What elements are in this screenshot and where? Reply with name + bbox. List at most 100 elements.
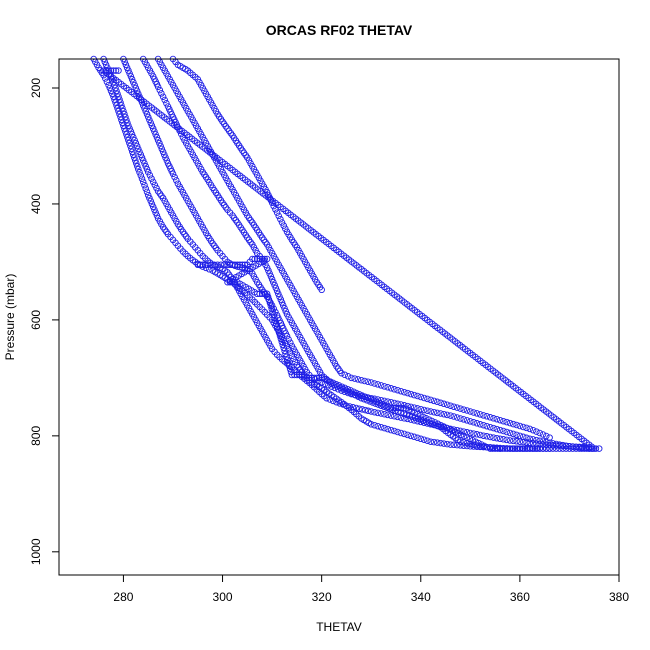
data-point [161, 151, 168, 158]
data-point [283, 353, 290, 361]
data-point [152, 209, 159, 216]
data-point [275, 290, 282, 298]
data-point [576, 445, 583, 452]
data-point [276, 293, 283, 300]
data-point [102, 75, 109, 82]
data-point [122, 113, 129, 121]
data-point [422, 415, 430, 422]
data-point [281, 347, 288, 355]
data-point [490, 434, 497, 441]
data-point [500, 436, 507, 443]
data-point [417, 435, 425, 443]
data-point [144, 191, 152, 199]
data-point [499, 445, 506, 452]
data-point [115, 93, 122, 100]
data-point [338, 383, 346, 390]
data-point [214, 261, 221, 269]
data-point [272, 284, 280, 292]
data-point [453, 404, 461, 411]
data-point [490, 415, 497, 422]
data-point [158, 145, 166, 153]
data-point [440, 410, 448, 418]
data-point [486, 433, 494, 441]
data-point [552, 445, 560, 452]
data-point [457, 405, 464, 412]
data-point [132, 139, 140, 147]
data-point [430, 408, 438, 416]
data-point [133, 160, 140, 167]
data-point [434, 398, 441, 406]
data-point [341, 384, 349, 392]
data-point [241, 261, 249, 269]
data-point [149, 178, 157, 186]
data-point [408, 408, 415, 415]
data-point [125, 122, 132, 129]
data-point [480, 412, 487, 419]
data-point [272, 317, 279, 325]
data-point [480, 421, 487, 429]
data-point [287, 349, 294, 356]
x-tick-label: 360 [510, 590, 530, 604]
data-point [501, 445, 509, 452]
data-point [142, 163, 149, 170]
data-point [287, 339, 294, 346]
data-point [224, 261, 231, 269]
data-point [356, 405, 363, 412]
data-point [424, 395, 431, 403]
data-point [377, 410, 385, 417]
data-point [476, 443, 484, 450]
data-point [271, 281, 278, 289]
chart-title: ORCAS RF02 THETAV [266, 22, 413, 38]
data-point [394, 428, 401, 436]
data-point [156, 86, 164, 94]
data-point [467, 408, 474, 415]
data-point [473, 420, 481, 427]
data-point [308, 374, 315, 382]
data-point [496, 435, 504, 443]
data-point [440, 400, 448, 408]
data-point [128, 131, 136, 138]
data-point [496, 416, 504, 424]
data-point [103, 78, 111, 86]
data-point [336, 400, 344, 407]
data-point [521, 445, 529, 452]
data-point [321, 375, 328, 383]
data-point [427, 408, 434, 415]
data-point [173, 177, 180, 184]
data-point [278, 338, 286, 346]
y-tick-label: 1000 [29, 538, 43, 565]
data-point [519, 445, 526, 452]
data-point [387, 412, 395, 419]
data-point [453, 414, 461, 421]
data-point [344, 373, 352, 380]
data-point [156, 139, 163, 147]
data-point [125, 136, 132, 144]
data-point [358, 394, 365, 402]
y-tick-label: 200 [29, 78, 43, 98]
data-point [514, 445, 521, 452]
data-point [333, 398, 340, 406]
data-point [141, 160, 148, 167]
plot-area [90, 55, 603, 452]
data-point [127, 73, 135, 80]
data-point [147, 197, 154, 205]
data-point [231, 261, 239, 269]
data-point [443, 411, 451, 419]
data-point [136, 169, 143, 176]
data-point [397, 387, 405, 395]
data-point [310, 374, 318, 382]
data-point [211, 261, 218, 269]
data-point [110, 67, 117, 74]
data-point [138, 154, 146, 161]
data-point [136, 148, 143, 156]
data-point [533, 428, 540, 435]
data-point [381, 410, 388, 418]
data-point [273, 287, 281, 295]
data-point [500, 427, 507, 435]
data-point [105, 67, 112, 74]
data-point [443, 440, 451, 448]
data-point [546, 445, 553, 452]
data-point [440, 440, 448, 447]
data-point [270, 311, 277, 319]
